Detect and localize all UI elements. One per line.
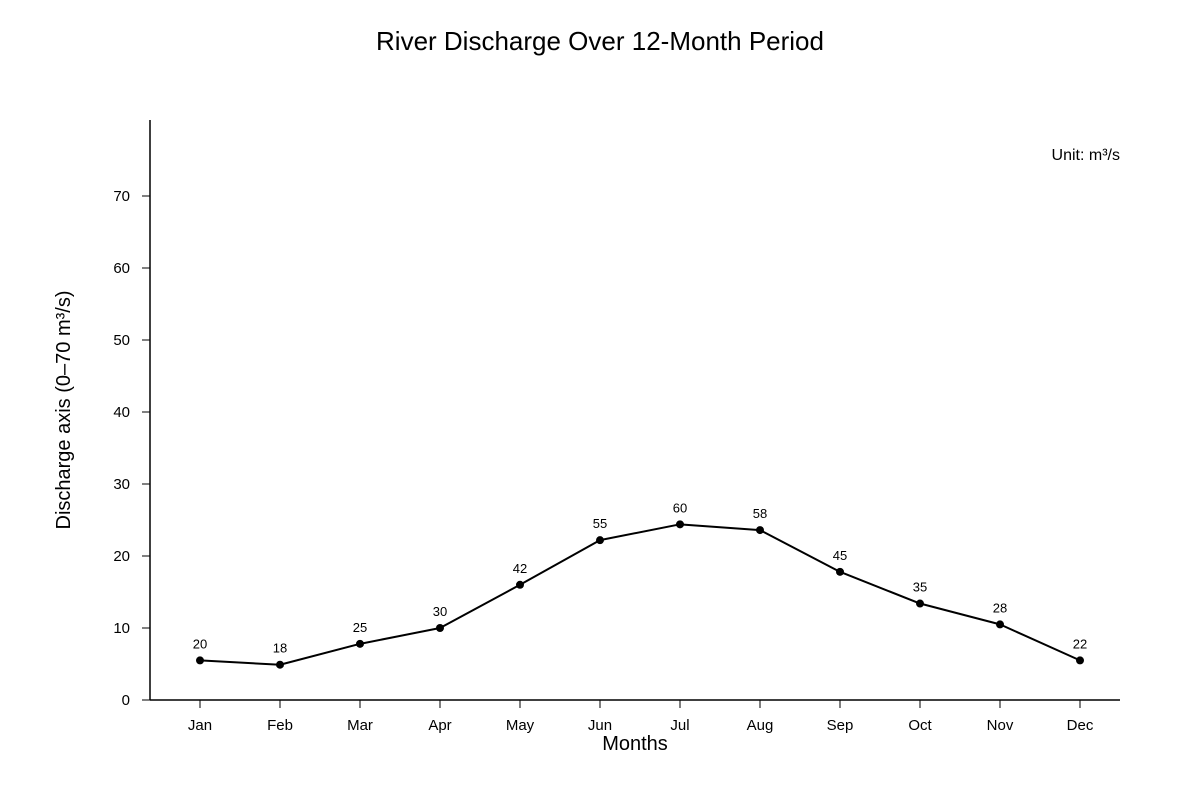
y-tick-label: 60 [113,260,130,277]
data-label: 45 [833,548,847,563]
data-label: 30 [433,604,447,619]
y-tick-label: 70 [113,188,130,205]
x-tick-label: Sep [827,717,854,734]
data-point [516,580,524,589]
series-line [199,523,1081,666]
data-label: 55 [593,516,607,531]
data-point [436,624,444,632]
data-label: 28 [993,600,1007,615]
y-ticks: 0 10 20 30 40 50 60 70 [113,188,150,709]
x-tick-label: Aug [747,717,774,734]
y-tick-label: 50 [113,332,130,349]
x-tick-label: Jul [670,717,689,734]
data-label: 60 [673,500,687,515]
y-tick-label: 0 [122,692,130,709]
data-point [756,526,764,535]
data-point [676,520,684,529]
series-layer: 20 18 25 30 42 55 60 58 45 35 28 22 [193,500,1087,669]
x-tick-label: Jun [588,717,612,734]
x-tick-label: Jan [188,717,212,734]
x-tick-label: Apr [428,717,451,734]
data-point [1076,656,1084,665]
data-point [276,660,284,669]
data-point [916,599,924,608]
data-label: 18 [273,641,287,656]
data-point [836,567,844,576]
x-ticks: Jan Feb Mar Apr May Jun Jul Aug Sep Oct Nov Dec [188,700,1094,734]
data-point [996,620,1004,629]
y-tick-label: 20 [113,548,130,565]
x-tick-label: May [506,717,535,734]
data-point [356,639,364,648]
data-point [196,656,204,665]
unit-note: Unit: m³/s [1052,147,1120,164]
y-axis-title: Discharge axis (0–70 m³/s) [53,291,75,530]
data-label: 22 [1073,636,1087,651]
data-label: 25 [353,620,367,635]
data-label: 35 [913,580,927,595]
x-tick-label: Dec [1067,717,1094,734]
data-label: 20 [193,636,207,651]
x-axis-title: Months [602,733,668,755]
y-tick-label: 40 [113,404,130,421]
data-label: 42 [513,561,527,576]
y-tick-label: 10 [113,620,130,637]
y-tick-label: 30 [113,476,130,493]
data-point [596,536,604,545]
chart-title: River Discharge Over 12-Month Period [376,26,824,56]
x-tick-label: Mar [347,717,373,734]
x-tick-label: Feb [267,717,293,734]
x-tick-label: Nov [987,717,1014,734]
data-label: 58 [753,506,767,521]
x-tick-label: Oct [908,717,932,734]
